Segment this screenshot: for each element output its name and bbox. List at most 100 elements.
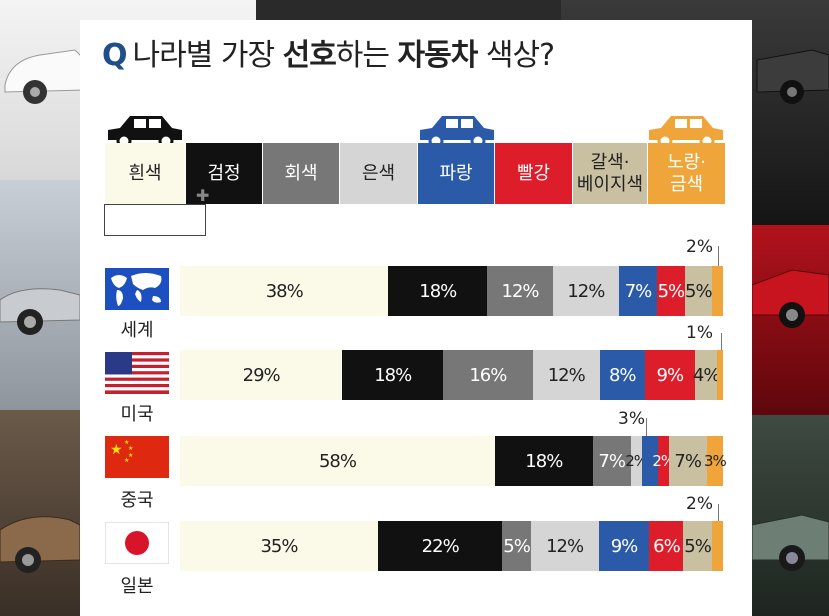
bar-segment: 4%	[692, 350, 721, 400]
bar-segment: 6%	[649, 521, 684, 571]
bar-segment	[717, 350, 723, 400]
data-label: 12%	[501, 280, 540, 302]
legend-item-1: 검정	[186, 143, 262, 204]
data-label: 5%	[503, 535, 531, 557]
bar-row-3: 35% 22% 5% 12% 9% 6% 5%	[180, 521, 723, 571]
data-label: 8%	[608, 364, 637, 386]
data-label: 9%	[656, 364, 685, 386]
data-label: 7%	[598, 450, 626, 472]
red-car-photo	[752, 269, 829, 328]
bar-segment: 5%	[502, 521, 531, 571]
world-map-icon	[105, 268, 169, 310]
callout-label: 2%	[686, 237, 713, 257]
data-label: 5%	[685, 280, 713, 302]
country-label-japan: 일본	[120, 576, 154, 597]
bar-segment: 9%	[644, 350, 695, 400]
data-label: 35%	[260, 535, 298, 557]
country-label-world: 세계	[120, 320, 154, 341]
bar-segment: 18%	[494, 436, 593, 486]
svg-text:★: ★	[128, 452, 133, 459]
china-flag-icon: ★ ★ ★ ★ ★	[105, 436, 169, 478]
blank-box	[104, 204, 206, 236]
chart-title: Q 나라별 가장 선호하는 자동차 색상?	[102, 38, 555, 73]
bar-segment: 5%	[684, 266, 713, 316]
bar-segment: 12%	[552, 266, 619, 316]
callout-leader-line	[718, 246, 719, 266]
svg-text:★: ★	[124, 439, 129, 446]
usa-flag-icon	[105, 352, 169, 394]
japan-flag-icon	[105, 522, 169, 564]
data-label: 6%	[653, 535, 681, 557]
bar-segment: 9%	[598, 521, 650, 571]
country-label-usa: 미국	[120, 404, 154, 425]
svg-text:★: ★	[128, 445, 133, 452]
bar-segment: 7%	[668, 436, 707, 486]
bar-segment: 5%	[657, 266, 686, 316]
data-label: 12%	[547, 364, 586, 386]
bar-row-0: 38% 18% 12% 12% 7% 5% 5%	[180, 266, 723, 316]
svg-text:★: ★	[110, 442, 123, 458]
bar-segment	[712, 266, 723, 316]
bar-segment: 29%	[180, 350, 343, 400]
brown-car-photo	[0, 516, 80, 573]
legend-item-3: 은색	[340, 143, 417, 204]
data-label: 18%	[525, 450, 563, 472]
data-label: 58%	[318, 450, 357, 472]
bar-segment: 12%	[532, 350, 600, 400]
callout-label: 2%	[686, 494, 713, 514]
legend-item-7: 노랑· 금색	[648, 143, 725, 204]
bar-segment: 58%	[180, 436, 495, 486]
bar-segment: 16%	[443, 350, 533, 400]
black-car-photo	[756, 49, 829, 104]
bar-segment: 7%	[618, 266, 658, 316]
callout-leader-line	[718, 504, 719, 521]
callout-label: 3%	[618, 409, 645, 429]
data-label: 5%	[684, 535, 712, 557]
legend-item-6: 갈색· 베이지색	[573, 143, 647, 204]
svg-text:★: ★	[124, 457, 129, 464]
bar-segment: 12%	[487, 266, 553, 316]
callout-label: 1%	[686, 323, 713, 343]
bar-segment: 35%	[180, 521, 378, 571]
green-car-photo	[752, 514, 829, 571]
callout-leader-line	[721, 333, 722, 350]
bar-segment	[641, 436, 658, 486]
title-q: Q	[102, 38, 127, 73]
bar-segment	[711, 521, 723, 571]
data-label: 12%	[546, 535, 584, 557]
bar-row-1: 29% 18% 16% 12% 8% 9% 4%	[180, 350, 723, 400]
bar-segment: 22%	[377, 521, 503, 571]
data-label: 7%	[674, 450, 702, 472]
country-label-china: 중국	[120, 490, 154, 511]
bar-segment: 2%	[625, 436, 648, 486]
data-label: 38%	[265, 280, 304, 302]
plus-icon: ✚	[196, 186, 210, 205]
bar-segment: 2%	[652, 436, 675, 486]
legend-item-4: 파랑	[418, 143, 494, 204]
data-label: 5%	[657, 280, 686, 302]
data-label: 7%	[624, 280, 653, 302]
data-label: 18%	[419, 280, 457, 302]
data-label: 3%	[703, 452, 727, 470]
data-label: 4%	[692, 364, 721, 386]
data-label: 12%	[567, 280, 605, 302]
bar-row-2: 58% 18% 7% 2% 2% 7% 3%	[180, 436, 727, 486]
bar-segment: 38%	[180, 266, 389, 316]
bar-segment: 18%	[388, 266, 488, 316]
chart-card	[80, 20, 752, 616]
data-label: 18%	[374, 364, 412, 386]
bar-segment: 8%	[599, 350, 645, 400]
bar-segment: 3%	[703, 436, 727, 486]
legend-item-0: 흰색	[105, 143, 185, 204]
data-label: 29%	[242, 364, 281, 386]
white-car-photo	[4, 49, 86, 104]
callout-leader-line	[646, 418, 647, 436]
bar-segment: 5%	[683, 521, 712, 571]
legend-item-5: 빨강	[495, 143, 572, 204]
legend-item-2: 회색	[263, 143, 339, 204]
data-label: 22%	[421, 535, 460, 557]
bar-segment: 7%	[592, 436, 631, 486]
data-label: 9%	[610, 535, 639, 557]
bar-segment: 18%	[342, 350, 444, 400]
data-label: 16%	[469, 364, 507, 386]
